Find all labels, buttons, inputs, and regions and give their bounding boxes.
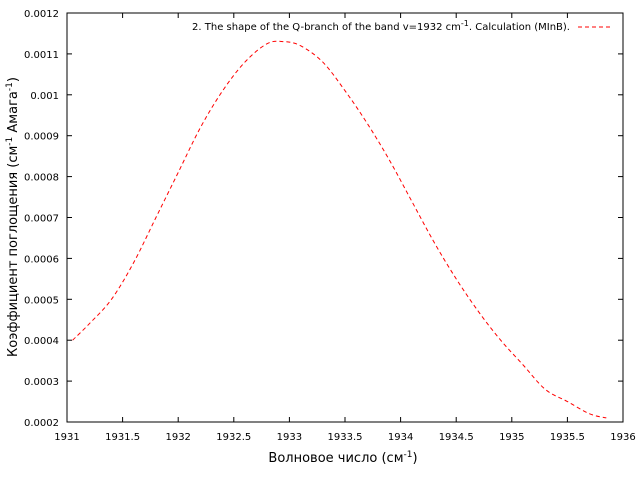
x-tick-label: 1931.5 [105, 432, 140, 443]
legend: 2. The shape of the Q-branch of the band… [192, 19, 611, 33]
x-tick-label: 1936 [610, 432, 635, 443]
y-tick-label: 0.0011 [24, 50, 59, 61]
y-tick-label: 0.0003 [24, 377, 59, 388]
plot-frame [66, 12, 624, 423]
x-tick-label: 1932 [165, 432, 190, 443]
x-tick-label: 1934 [388, 432, 413, 443]
x-tick-label: 1934.5 [439, 432, 474, 443]
y-tick-label: 0.0007 [24, 214, 59, 225]
x-tick-label: 1931 [54, 432, 79, 443]
x-tick-label: 1932.5 [216, 432, 251, 443]
y-tick-label: 0.0005 [24, 295, 59, 306]
y-axis-title: Коэффициент поглощения (см-1 Амага-1) [5, 77, 21, 357]
axis-ticks: 1931 1931.5 1932 1932.5 1933 1933.5 1934 1934.5… [24, 9, 636, 443]
y-tick-label: 0.0006 [24, 254, 59, 265]
series-layer [72, 40, 607, 419]
y-tick-label: 0.001 [30, 91, 59, 102]
y-tick-label: 0.0009 [24, 132, 59, 143]
series-line [72, 40, 607, 419]
x-tick-label: 1933.5 [328, 432, 363, 443]
x-tick-label: 1935.5 [550, 432, 585, 443]
y-tick-label: 0.0002 [24, 418, 59, 429]
legend-entry-label: 2. The shape of the Q-branch of the band… [192, 19, 570, 33]
y-tick-label: 0.0008 [24, 173, 59, 184]
x-axis-title: Волновое число (см-1) [268, 450, 417, 466]
y-tick-label: 0.0012 [24, 9, 59, 20]
x-tick-label: 1933 [277, 432, 302, 443]
x-tick-label: 1935 [499, 432, 524, 443]
y-tick-label: 0.0004 [24, 336, 59, 347]
